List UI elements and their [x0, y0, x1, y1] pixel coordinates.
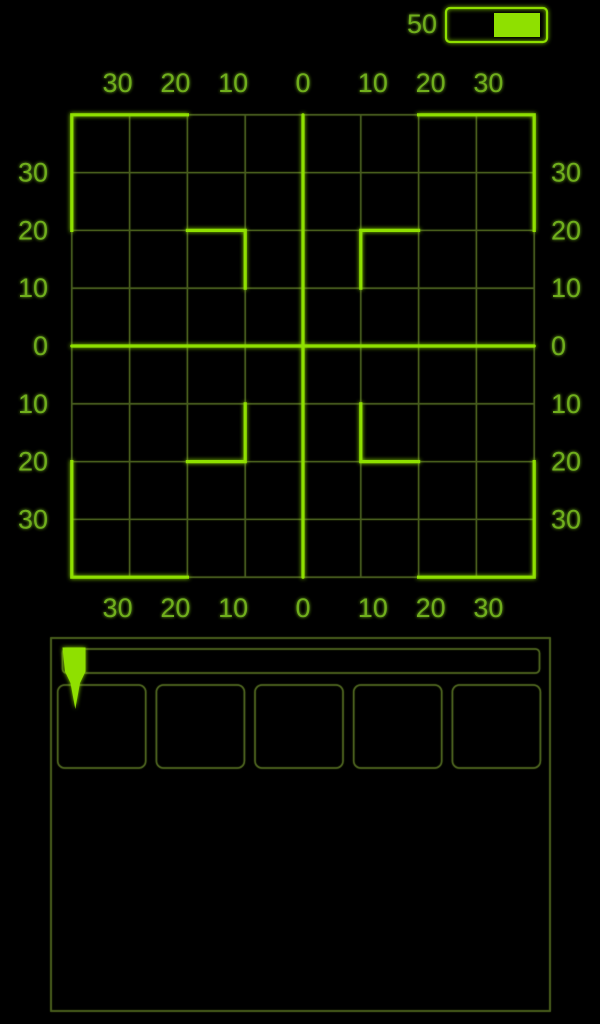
- svg-text:10: 10: [551, 273, 581, 303]
- svg-text:10: 10: [218, 593, 248, 623]
- svg-text:10: 10: [358, 593, 388, 623]
- svg-text:10: 10: [18, 389, 48, 419]
- svg-text:20: 20: [551, 447, 581, 477]
- svg-text:10: 10: [218, 68, 248, 98]
- svg-text:20: 20: [18, 447, 48, 477]
- svg-text:10: 10: [18, 273, 48, 303]
- svg-text:20: 20: [160, 68, 190, 98]
- svg-text:10: 10: [551, 389, 581, 419]
- svg-text:30: 30: [551, 504, 581, 534]
- svg-text:20: 20: [416, 593, 446, 623]
- svg-text:30: 30: [551, 158, 581, 188]
- svg-text:0: 0: [295, 593, 310, 623]
- svg-text:20: 20: [551, 215, 581, 245]
- svg-text:0: 0: [33, 331, 48, 361]
- svg-text:30: 30: [473, 68, 503, 98]
- svg-text:30: 30: [103, 593, 133, 623]
- svg-text:0: 0: [295, 68, 310, 98]
- svg-text:10: 10: [358, 68, 388, 98]
- svg-text:50: 50: [407, 9, 437, 39]
- svg-text:30: 30: [103, 68, 133, 98]
- svg-text:20: 20: [160, 593, 190, 623]
- svg-text:30: 30: [18, 504, 48, 534]
- svg-text:20: 20: [416, 68, 446, 98]
- svg-text:30: 30: [18, 158, 48, 188]
- svg-text:30: 30: [473, 593, 503, 623]
- svg-text:0: 0: [551, 331, 566, 361]
- svg-text:20: 20: [18, 215, 48, 245]
